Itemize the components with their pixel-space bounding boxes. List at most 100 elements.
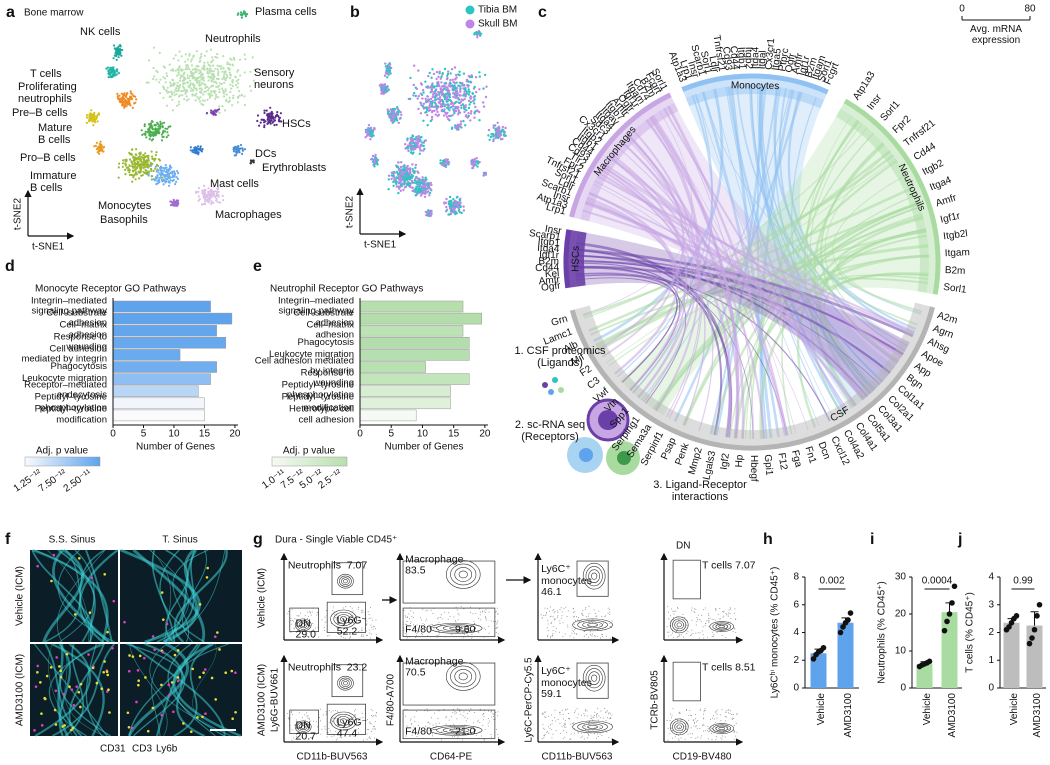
cell-dot [165,89,168,92]
event [729,613,731,615]
event [554,619,556,621]
event [357,608,359,610]
cell-dot [237,148,240,151]
cell-dot [140,160,143,163]
cell-dot [218,91,221,94]
cell-dot [164,127,167,130]
event [421,619,423,621]
cell-dot [452,209,456,212]
event [715,721,717,723]
cell-dot [423,195,427,199]
event [686,633,688,635]
cell-dot [253,68,256,71]
cell-dot [452,198,455,201]
cell-dot [228,68,231,71]
cell-dot [135,173,138,176]
event [452,708,454,710]
event [702,724,704,726]
event [493,719,495,721]
cell-dot [172,57,175,60]
event [477,719,479,721]
cell-dot [241,147,244,150]
cell-dot [175,180,178,183]
cell-dot [364,128,368,132]
panel-letter: e [253,258,262,275]
event [559,732,561,734]
event [562,622,564,624]
event [702,634,704,636]
cell-dot [133,102,136,105]
event [290,620,292,622]
event [322,714,324,716]
event [324,726,326,728]
cell [58,665,61,668]
event [295,736,297,738]
cell-dot [430,110,434,114]
cell-dot [412,83,415,87]
event [596,713,598,715]
cell-dot [158,180,161,183]
cell-dot [469,119,472,122]
cell-dot [251,159,254,162]
event [595,716,597,718]
event [426,726,428,728]
cell-dot [426,114,429,117]
event [497,633,499,635]
event [332,721,334,723]
event [296,615,298,617]
event [573,630,575,632]
event [408,613,410,615]
event [595,737,597,739]
event [697,614,699,616]
event [368,617,370,619]
cell-dot [429,108,432,112]
event [314,627,316,629]
cell-dot [217,77,220,81]
cell-dot [157,178,161,181]
cell-dot [204,194,207,197]
cell-dot [210,200,213,203]
cell-dot [203,65,206,68]
cell-dot [169,95,173,98]
cell-dot [119,45,122,48]
gene-label: Insr [865,92,884,112]
cell-dot [390,177,393,181]
event [291,619,293,621]
event [438,617,440,619]
cell-dot [442,109,445,113]
cell [59,675,63,679]
event [696,619,698,621]
event [562,738,564,740]
cell-dot [142,158,145,161]
event [733,725,735,727]
event [716,736,718,738]
cell-dot [392,184,395,187]
event [453,616,455,618]
event [691,733,693,735]
group-name: Monocytes [731,80,780,92]
axis-label: TCRb-BV805 [650,670,661,730]
event [308,718,310,720]
event [335,730,337,732]
event [366,635,368,637]
cell-dot [113,71,116,75]
panel-letter: f [5,531,11,548]
cell-dot [494,136,497,140]
event [582,614,584,616]
cell-dot [238,58,242,61]
event [294,618,296,620]
cell-dot [195,79,198,82]
event [372,728,374,730]
bar [359,349,470,361]
event [711,727,713,729]
ribbon [582,154,895,317]
ribbon [807,115,877,389]
cell-dot [472,99,475,103]
cell [205,576,209,579]
cell [231,717,234,721]
cell [107,688,110,692]
cell-dot [108,71,111,74]
event [421,634,423,636]
cell-dot [381,86,384,89]
cell-dot [116,46,119,50]
